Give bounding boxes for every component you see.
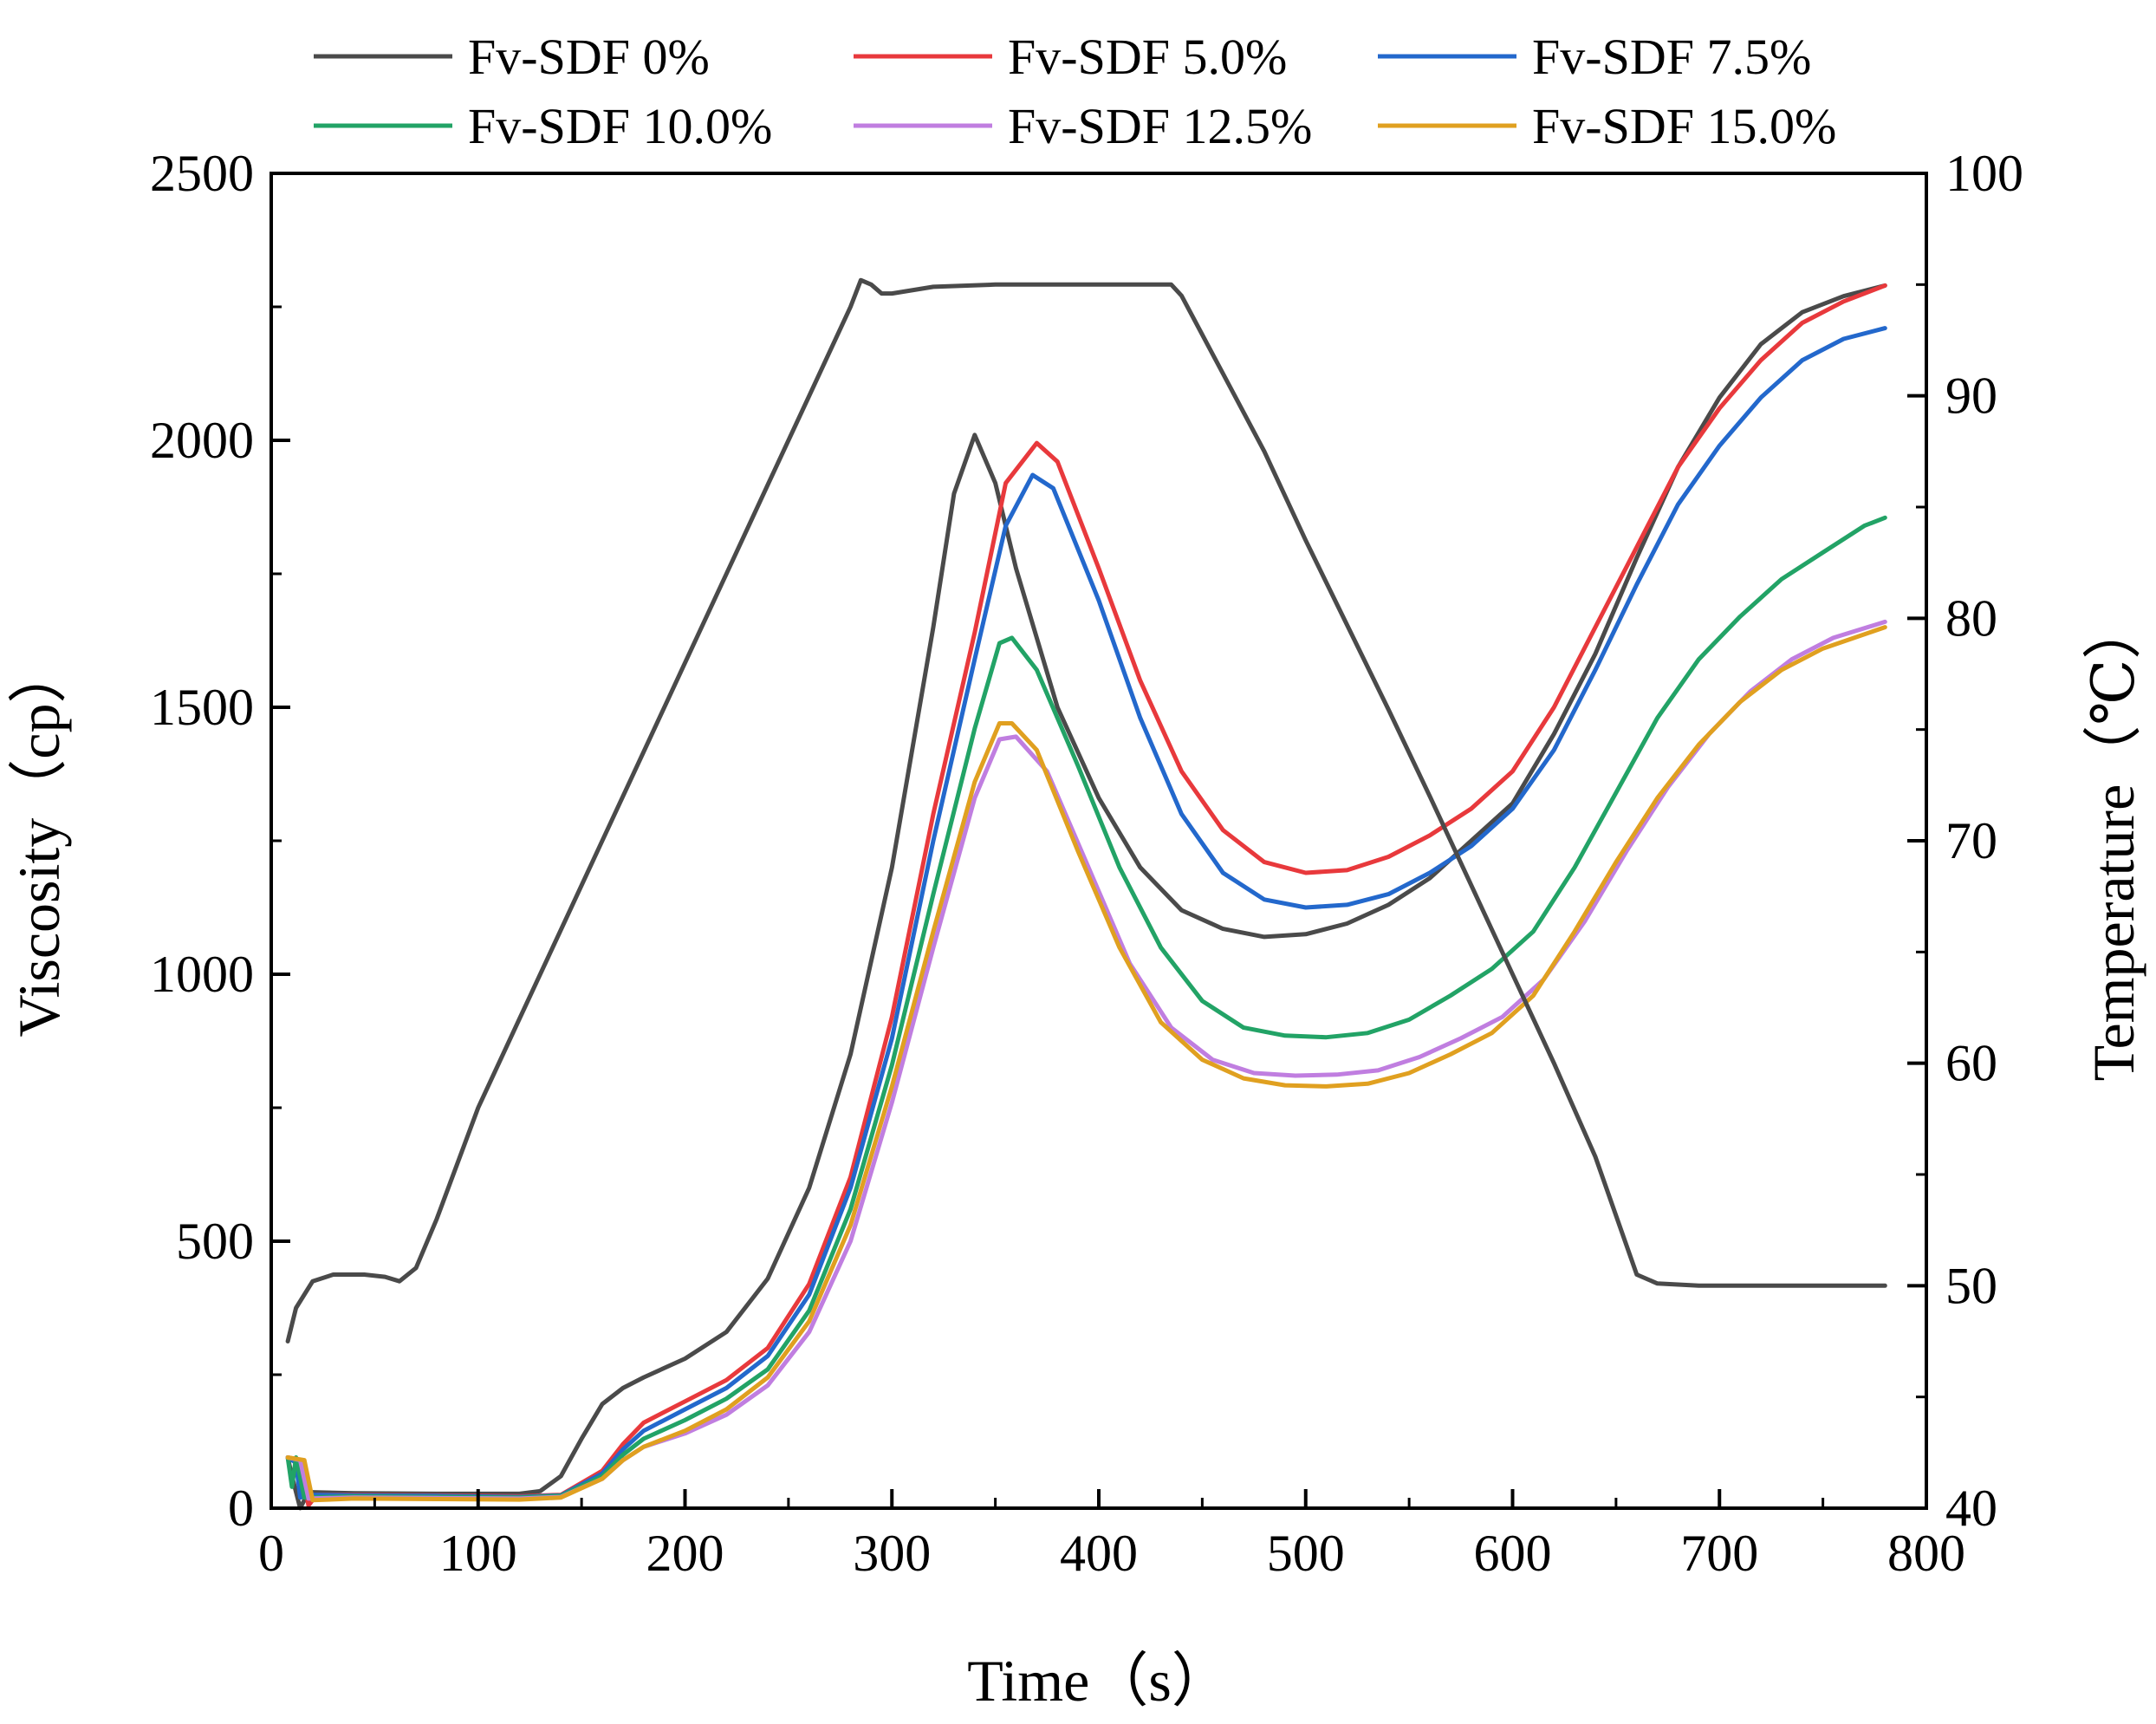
y-right-tick-label: 100 — [1945, 145, 2023, 202]
legend-label: Fv-SDF 7.5% — [1532, 29, 1811, 85]
ticks: 0 100 200 300 400 500 600 700 800 0 500 1000 1500 200… — [150, 145, 2023, 1582]
y-left-tick-label: 1000 — [150, 946, 254, 1003]
series-line-fv-sdf-15-0 — [285, 625, 1887, 1503]
x-tick-label: 200 — [646, 1525, 724, 1582]
y-right-tick-label: 40 — [1945, 1480, 1997, 1537]
x-tick-label: 0 — [258, 1525, 284, 1582]
x-tick-label: 300 — [853, 1525, 931, 1582]
x-tick-label: 800 — [1887, 1525, 1965, 1582]
y-right-tick-label: 80 — [1945, 589, 1997, 647]
legend-label: Fv-SDF 12.5% — [1008, 98, 1312, 154]
y-right-tick-label: 70 — [1945, 812, 1997, 869]
x-tick-label: 700 — [1680, 1525, 1758, 1582]
x-tick-label: 600 — [1474, 1525, 1552, 1582]
y-left-tick-label: 0 — [228, 1480, 254, 1537]
x-tick-label: 500 — [1267, 1525, 1345, 1582]
series-line-fv-sdf-5-0 — [285, 283, 1887, 1508]
series-line-fv-sdf-10-0 — [285, 515, 1887, 1500]
legend-label: Fv-SDF 5.0% — [1008, 29, 1287, 85]
y-left-tick-label: 500 — [176, 1213, 254, 1270]
series-line-fv-sdf-0 — [285, 283, 1887, 1511]
y-left-tick-label: 1500 — [150, 679, 254, 736]
y-axis-title-left: Viscosity（cp） — [6, 645, 72, 1038]
x-axis-title: Time（s） — [967, 1648, 1231, 1714]
y-left-tick-label: 2000 — [150, 412, 254, 469]
plot-frame — [270, 172, 1928, 1510]
legend-label: Fv-SDF 15.0% — [1532, 98, 1836, 154]
x-tick-label: 400 — [1060, 1525, 1138, 1582]
x-tick-label: 100 — [439, 1525, 517, 1582]
y-right-tick-label: 60 — [1945, 1035, 1997, 1092]
legend: Fv-SDF 0% Fv-SDF 5.0% Fv-SDF 7.5% Fv-SDF 10… — [314, 29, 1836, 154]
y-right-tick-label: 50 — [1945, 1257, 1997, 1314]
series-layer — [285, 277, 1887, 1511]
y-axis-title-right: Temperature（℃） — [2081, 601, 2146, 1082]
y-right-tick-label: 90 — [1945, 368, 1997, 425]
series-line-temperature — [285, 277, 1887, 1343]
y-left-tick-label: 2500 — [150, 145, 254, 202]
legend-label: Fv-SDF 0% — [468, 29, 710, 85]
series-line-fv-sdf-12-5 — [285, 619, 1887, 1501]
series-line-fv-sdf-7-5 — [285, 326, 1887, 1500]
axes — [270, 172, 1928, 1510]
legend-label: Fv-SDF 10.0% — [468, 98, 772, 154]
